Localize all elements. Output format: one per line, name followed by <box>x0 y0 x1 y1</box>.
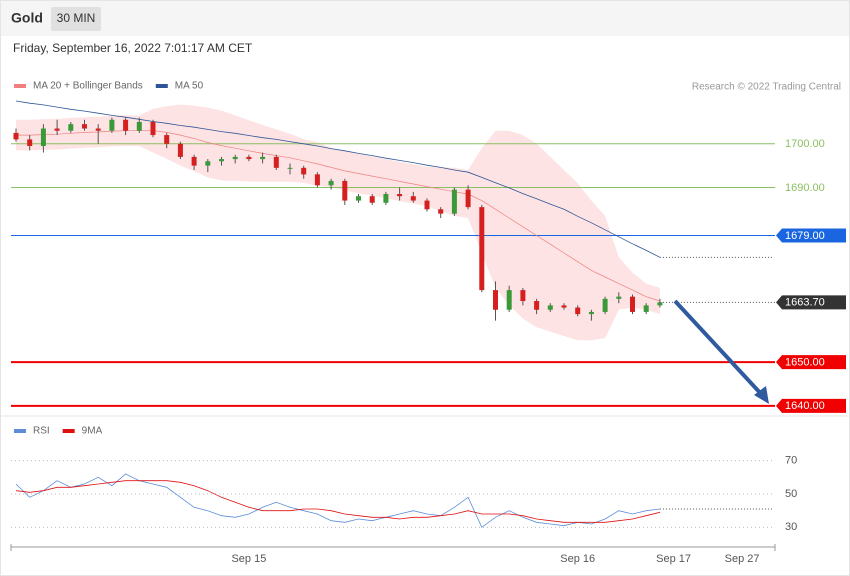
candle-body <box>588 311 594 315</box>
candle-body <box>438 209 444 214</box>
ma-line <box>16 130 661 302</box>
candle-body <box>602 298 608 312</box>
candle-body <box>287 167 293 169</box>
candle-body <box>219 159 224 162</box>
candle-body <box>136 121 142 131</box>
legend-swatch <box>14 429 26 433</box>
candle-body <box>177 143 183 157</box>
candle-body <box>150 121 156 136</box>
candle-body <box>410 196 416 201</box>
candle-body <box>191 156 197 166</box>
candle-body <box>630 296 635 312</box>
bollinger-band <box>16 104 660 341</box>
level-label-box <box>776 295 846 310</box>
legend-swatch <box>155 84 168 88</box>
candle-body <box>616 296 622 299</box>
plot-area: 1700.00 1690.00 1679.00 1663.70 1650.00 1640.… <box>11 81 846 565</box>
level-label: 1700.00 <box>785 138 825 150</box>
candle-body <box>520 290 526 302</box>
timestamp: Friday, September 16, 2022 7:01:17 AM CE… <box>13 41 253 55</box>
interval-box[interactable] <box>51 7 101 31</box>
candle-body <box>95 128 101 131</box>
legend-swatch <box>62 429 75 433</box>
candle-body <box>232 156 238 160</box>
forecast-arrow <box>673 299 765 398</box>
candle-body <box>506 290 512 310</box>
candle-body <box>657 302 663 306</box>
candle-body <box>356 196 361 201</box>
candle-body <box>109 119 115 131</box>
candle-body <box>547 305 553 310</box>
candle-body <box>328 180 334 186</box>
indicator-line <box>15 480 660 523</box>
x-tick-label: Sep 27 <box>725 553 760 565</box>
candle-body <box>27 139 33 146</box>
candle-body <box>164 135 170 144</box>
candle-body <box>273 156 279 168</box>
candle-body <box>123 119 129 131</box>
candle-body <box>383 194 389 203</box>
candle-body <box>643 305 649 312</box>
candle-body <box>40 128 46 146</box>
candle-body <box>314 174 320 186</box>
candle-body <box>397 194 403 197</box>
legend-swatch <box>14 84 26 88</box>
candle-body <box>68 124 74 131</box>
legend-label: RSI <box>33 426 50 437</box>
candle-body <box>205 161 211 166</box>
level-label-box <box>776 398 846 413</box>
level-label: 1650.00 <box>785 357 825 369</box>
level-label: 1690.00 <box>785 182 825 194</box>
candle-body <box>369 196 375 203</box>
candle-body <box>424 200 430 210</box>
candle-body <box>451 189 457 214</box>
candle-body <box>246 156 252 160</box>
candle-body <box>301 167 307 175</box>
ma-line <box>15 100 661 258</box>
candle-body <box>260 156 266 160</box>
candle-body <box>493 290 498 310</box>
legend-label: MA 20 + Bollinger Bands <box>33 81 143 92</box>
indicator-line <box>15 473 660 528</box>
level-label: 1663.70 <box>785 297 825 309</box>
y-tick-label: 30 <box>785 521 797 533</box>
candle-body <box>479 207 485 291</box>
y-tick-label: 70 <box>785 455 797 467</box>
level-label: 1640.00 <box>785 400 825 412</box>
interval[interactable]: 30 MIN <box>57 11 96 25</box>
symbol: Gold <box>11 10 43 26</box>
candle-body <box>465 189 471 208</box>
candle-body <box>82 124 87 129</box>
legend-label: 9MA <box>82 426 103 437</box>
header-bar <box>1 1 849 36</box>
legend-label: MA 50 <box>175 81 204 92</box>
x-tick-label: Sep 17 <box>656 553 691 565</box>
y-tick-label: 50 <box>785 488 797 500</box>
candle-body <box>534 301 540 310</box>
level-label: 1679.00 <box>785 230 825 242</box>
candle-body <box>54 128 60 131</box>
candle-body <box>561 305 567 308</box>
level-label-box <box>776 228 846 243</box>
candle-body <box>342 180 348 201</box>
forecast-arrowhead <box>754 386 769 404</box>
x-tick-label: Sep 16 <box>560 553 595 565</box>
candle-body <box>13 132 19 140</box>
level-label-box <box>776 355 846 370</box>
candle-body <box>575 307 581 315</box>
watermark: Research © 2022 Trading Central <box>692 82 841 93</box>
x-tick-label: Sep 15 <box>231 553 266 565</box>
